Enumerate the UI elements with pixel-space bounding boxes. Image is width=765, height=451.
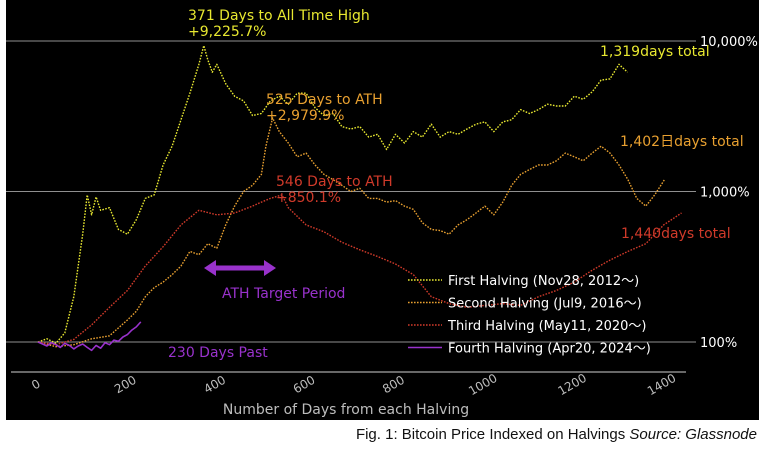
series-line-3	[37, 194, 682, 346]
caption-text: Fig. 1: Bitcoin Price Indexed on Halving…	[355, 426, 630, 443]
x-tick-label-0: 0	[29, 377, 43, 393]
series-line-4	[37, 321, 142, 352]
y-tick-label-2: 10,000%	[700, 35, 758, 50]
x-tick-label-3: 600	[291, 373, 318, 397]
x-tick-label-1: 200	[112, 373, 139, 397]
annotation-4-line-1: 1,319days total	[600, 44, 710, 60]
y-tick-label-1: 1,000%	[700, 186, 750, 201]
annotation-6-line-1: 1,440days total	[621, 226, 731, 242]
annotation-1-line-2: +9,225.7%	[188, 24, 266, 40]
series-line-2	[37, 117, 666, 348]
legend-label-1: First Halving (Nov28, 2012～)	[448, 274, 639, 289]
series-line-1	[37, 44, 628, 344]
annotation-5-line-1: 1,402日days total	[620, 134, 744, 150]
x-tick-label-4: 800	[380, 373, 407, 397]
annotation-7-line-1: ATH Target Period	[222, 286, 345, 302]
chart-panel: 100% 1,000% 10,000% 0 200 400 600 800 1000 1200 14…	[6, 0, 759, 420]
x-axis-label: Number of Days from each Halving	[223, 402, 469, 418]
annotation-8-line-1: 230 Days Past	[168, 345, 268, 361]
legend-label-3: Third Halving (May11, 2020～)	[447, 319, 647, 334]
x-tick-label-7: 1400	[645, 371, 678, 398]
y-tick-label-0: 100%	[700, 336, 737, 351]
legend-label-2: Second Halving (Jul9, 2016～)	[448, 297, 642, 312]
annotation-2-line-1: 525 Days to ATH	[266, 92, 383, 108]
x-tick-label-5: 1000	[466, 371, 499, 398]
figure-caption: Fig. 1: Bitcoin Price Indexed on Halving…	[356, 426, 757, 443]
annotation-3-line-2: +850.1%	[276, 190, 341, 206]
x-tick-label-6: 1200	[556, 371, 589, 398]
annotation-2-line-2: +2,979.9%	[266, 108, 344, 124]
ath-arrow-right-head	[264, 260, 276, 276]
annotation-1-line-1: 371 Days to All Time High	[188, 8, 370, 24]
caption-source: Source: Glassnode	[629, 426, 757, 443]
ath-arrow-left-head	[204, 260, 216, 276]
x-tick-label-2: 400	[201, 373, 228, 397]
halving-chart: 100% 1,000% 10,000% 0 200 400 600 800 1000 1200 14…	[6, 8, 758, 418]
annotation-3-line-1: 546 Days to ATH	[276, 174, 393, 190]
legend-label-4: Fourth Halving (Apr20, 2024～)	[448, 342, 651, 357]
